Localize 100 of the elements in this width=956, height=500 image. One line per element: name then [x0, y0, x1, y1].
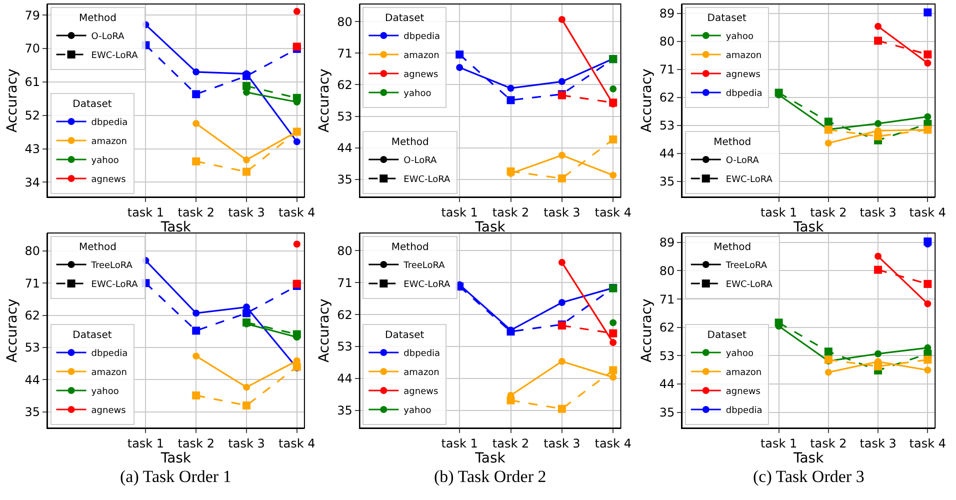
- legend-label: EWC-LoRA: [726, 175, 774, 186]
- legend-label: EWC-LoRA: [404, 280, 452, 290]
- legend-label: agnews: [91, 406, 126, 416]
- y-tick-label: 62: [659, 320, 675, 335]
- x-tick-label: task 3: [228, 436, 265, 450]
- y-tick-label: 35: [337, 172, 352, 187]
- y-axis-title: Accuracy: [4, 68, 20, 132]
- point: [242, 401, 251, 410]
- point: [242, 309, 251, 318]
- point: [924, 8, 932, 16]
- point: [558, 16, 566, 23]
- point: [192, 310, 200, 317]
- y-tick-label: 53: [337, 340, 352, 354]
- legend-label: amazon: [91, 137, 128, 148]
- point: [924, 366, 932, 374]
- point: [192, 90, 200, 98]
- point: [874, 362, 882, 370]
- point: [610, 374, 617, 381]
- y-tick-label: 44: [659, 146, 675, 161]
- legend-label: amazon: [91, 368, 128, 378]
- x-axis-title: Task: [474, 450, 506, 466]
- y-tick-label: 71: [24, 276, 40, 290]
- legend-label: yahoo: [91, 156, 120, 166]
- y-tick-label: 71: [659, 292, 675, 306]
- text: Dataset: [72, 99, 112, 110]
- x-axis-title: Task: [474, 219, 506, 236]
- text: Method: [714, 242, 752, 253]
- point: [874, 266, 882, 274]
- point: [610, 85, 617, 92]
- y-tick-label: 35: [24, 405, 40, 420]
- legend-label: agnews: [404, 70, 438, 80]
- legend-label: O-LoRA: [726, 156, 760, 166]
- point: [292, 94, 301, 102]
- y-tick-label: 80: [659, 34, 675, 49]
- y-tick-label: 61: [24, 75, 40, 90]
- text: Dataset: [707, 13, 746, 24]
- point: [824, 368, 832, 376]
- point: [924, 60, 932, 67]
- point: [874, 132, 882, 140]
- x-tick-label: task 2: [492, 436, 530, 450]
- legend-label: yahoo: [726, 349, 754, 360]
- point: [558, 152, 566, 159]
- y-tick-label: 79: [24, 8, 40, 22]
- y-tick-label: 53: [659, 118, 675, 133]
- y-tick-label: 71: [659, 62, 675, 77]
- y-tick-label: 44: [337, 372, 352, 386]
- x-tick-label: task 4: [909, 205, 946, 220]
- point: [192, 391, 200, 400]
- y-tick-label: 35: [337, 403, 352, 418]
- text: (a) Task Order 1: [120, 467, 232, 486]
- point: [192, 157, 200, 166]
- legend-label: O-LoRA: [404, 156, 438, 166]
- x-tick-label: task 1: [127, 205, 164, 220]
- y-tick-label: 53: [24, 340, 40, 355]
- x-tick-label: task 4: [278, 205, 316, 220]
- point: [774, 88, 783, 97]
- y-tick-label: 53: [337, 109, 352, 124]
- point: [558, 174, 566, 182]
- legend-label: EWC-LoRA: [404, 175, 452, 186]
- legend-label: amazon: [726, 51, 762, 62]
- point: [242, 82, 251, 90]
- x-axis-title: Task: [792, 450, 825, 466]
- y-axis-title: Accuracy: [638, 298, 655, 362]
- y-tick-label: 43: [24, 142, 40, 156]
- y-tick-label: 44: [337, 141, 352, 156]
- point: [292, 330, 301, 338]
- y-tick-label: 70: [24, 42, 40, 56]
- y-tick-label: 89: [659, 6, 675, 21]
- legend-label: yahoo: [404, 406, 432, 416]
- y-axis-title: Accuracy: [316, 298, 333, 362]
- point: [874, 350, 882, 358]
- legend-label: amazon: [726, 368, 762, 378]
- point: [874, 36, 882, 45]
- point: [293, 8, 300, 15]
- y-tick-label: 35: [659, 174, 675, 189]
- point: [293, 138, 300, 146]
- legend-label: O-LoRA: [91, 32, 126, 42]
- legend-label: TreeLoRA: [90, 261, 134, 272]
- point: [558, 78, 566, 86]
- y-tick-label: 34: [24, 175, 40, 190]
- x-tick-label: task 3: [860, 436, 896, 450]
- x-tick-label: task 3: [544, 436, 580, 450]
- legend-label: dbpedia: [91, 349, 128, 360]
- y-tick-label: 71: [337, 276, 352, 290]
- legend-label: agnews: [91, 175, 126, 186]
- y-tick-label: 62: [337, 308, 352, 322]
- legend-label: EWC-LoRA: [726, 280, 774, 290]
- legend-label: dbpedia: [404, 32, 440, 42]
- point: [192, 120, 200, 128]
- x-tick-label: task 1: [127, 436, 164, 450]
- point: [243, 384, 250, 391]
- x-tick-label: task 3: [228, 205, 265, 220]
- x-axis-title: Task: [160, 219, 192, 236]
- y-tick-label: 44: [24, 372, 40, 387]
- y-axis-title: Accuracy: [638, 68, 655, 132]
- x-tick-label: task 2: [810, 436, 847, 450]
- point: [558, 258, 566, 266]
- y-tick-label: 62: [659, 90, 675, 105]
- point: [293, 240, 300, 248]
- point: [874, 22, 882, 30]
